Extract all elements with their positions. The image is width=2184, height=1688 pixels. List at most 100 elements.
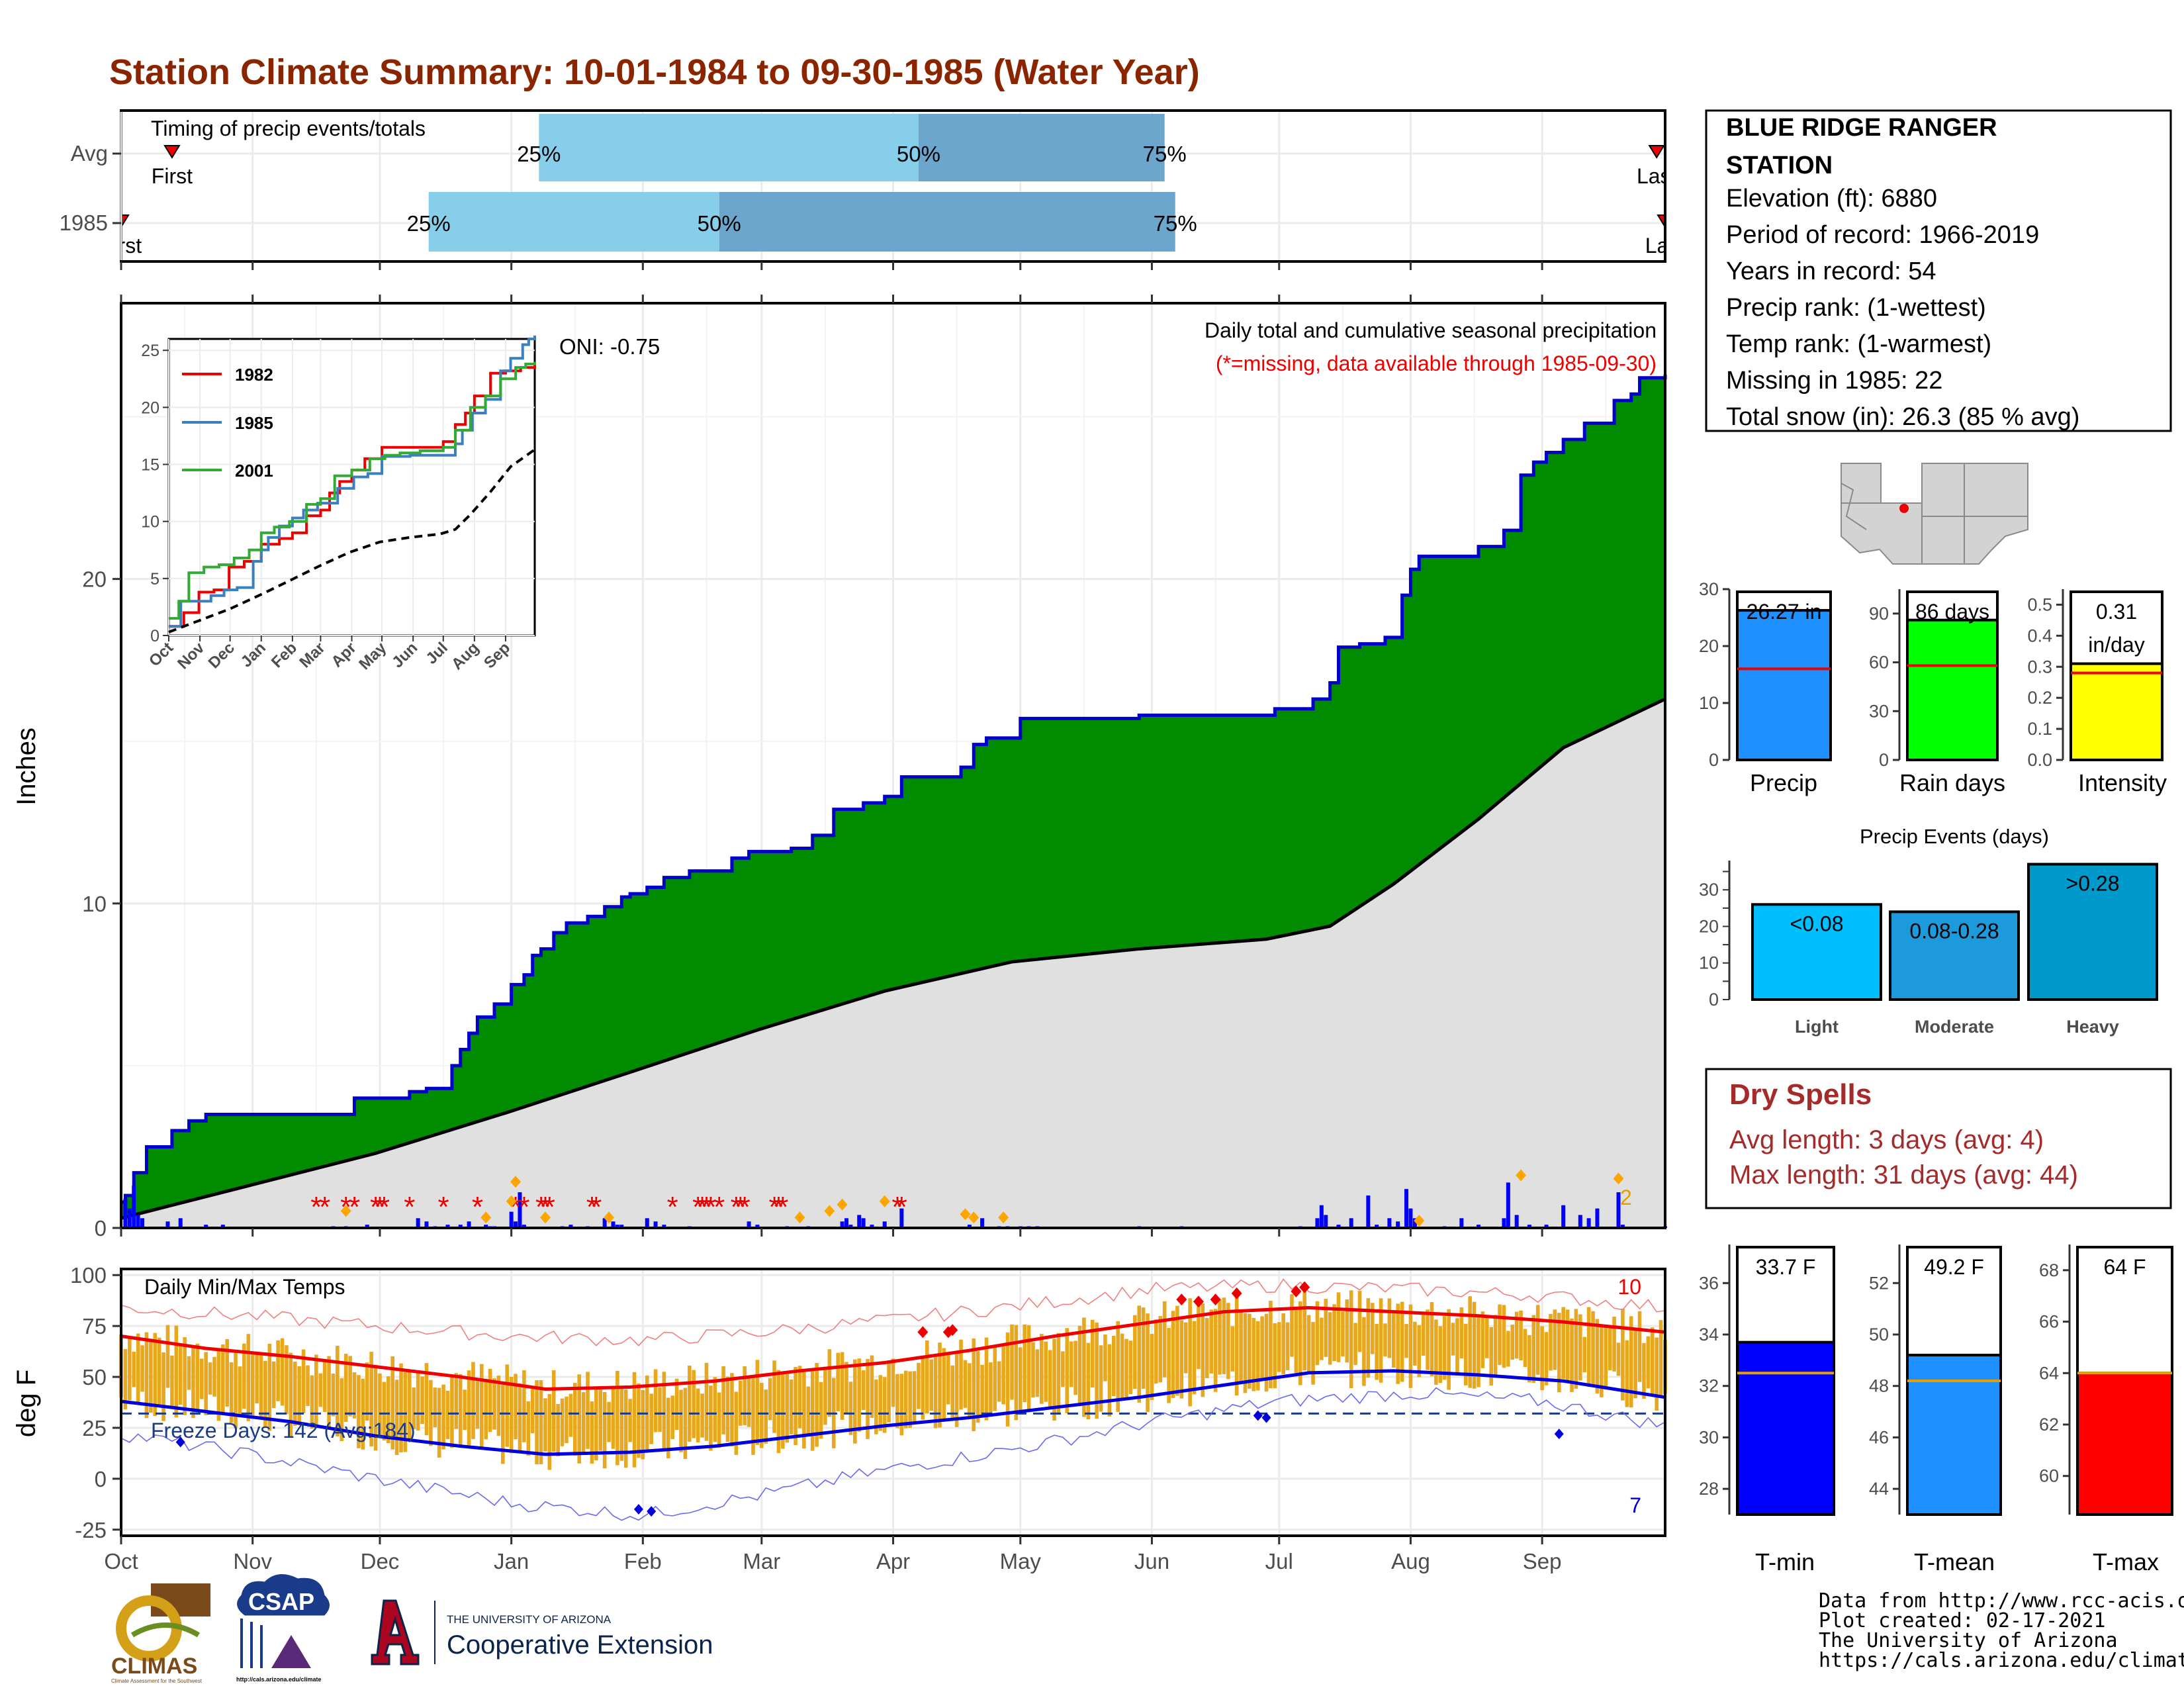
timing-pct-label: 25% [517,142,561,166]
daily-temp-bar [1197,1301,1201,1370]
events-cat-heavy: Heavy [2066,1017,2119,1037]
daily-temp-bar [866,1358,870,1439]
daily-temp-bar [789,1379,794,1434]
inset-y-tick-label: 0 [150,627,159,645]
tmeans-1-tick-label: 52 [1869,1273,1889,1293]
daily-temp-bar [408,1370,412,1442]
page-title: Station Climate Summary: 10-01-1984 to 0… [109,52,1200,92]
totals-1-tick-label: 90 [1869,604,1889,624]
daily-temp-bar [539,1380,543,1464]
legend-label-1985: 1985 [235,413,273,433]
daily-temp-bar [747,1377,751,1427]
daily-temp-bar [1591,1311,1595,1387]
daily-temp-bar [1434,1319,1438,1385]
daily-temp-bar [1341,1311,1345,1357]
daily-temp-bar [1315,1301,1320,1366]
daily-temp-bar [1023,1324,1026,1403]
daily-temp-bar [709,1385,713,1451]
daily-precip-bar [1578,1215,1582,1228]
daily-precip-bar [602,1218,607,1228]
timing-row-avg-label: Avg [71,141,108,165]
daily-temp-bar [484,1378,488,1440]
daily-temp-bar [1248,1313,1251,1389]
daily-temp-bar [938,1342,942,1428]
daily-temp-bar [1201,1303,1205,1397]
daily-temp-bar [797,1366,802,1429]
daily-precip-bar [1595,1208,1600,1228]
daily-temp-bar [679,1389,683,1452]
daily-temp-bar [984,1337,989,1421]
missing-day-marker: * [713,1191,725,1223]
record-high-marker [1299,1281,1310,1293]
daily-temp-bar [700,1393,704,1438]
missing-day-marker: * [705,1191,716,1223]
daily-precip-bar [1514,1215,1519,1228]
daily-temp-bar [365,1362,369,1421]
temp-y-tick-label: 50 [82,1365,107,1389]
tmeans-cat-tmin: T-min [1755,1548,1815,1575]
daily-temp-bar [637,1383,641,1458]
events-bar-1 [1889,910,2020,1001]
daily-temp-bar [496,1376,501,1436]
missing-day-marker: * [379,1191,390,1223]
temp-y-tick-label: -25 [75,1518,107,1542]
daily-temp-bar [433,1387,437,1428]
daily-temp-bar [140,1345,144,1392]
daily-temp-bar [526,1401,531,1456]
daily-temp-bar [378,1373,382,1435]
daily-temp-bar [441,1384,445,1450]
daily-temp-bar [1582,1336,1587,1373]
daily-temp-bar [530,1386,535,1434]
daily-temp-bar [1498,1304,1502,1365]
snow-marker [539,1211,551,1224]
daily-temp-bar [1086,1342,1091,1420]
timing-pct-label: 50% [698,211,741,236]
daily-temp-bar [267,1343,272,1431]
daily-temp-bar [1370,1303,1375,1354]
tmeans-2-tick-label: 68 [2039,1260,2059,1280]
snow-marker [1414,1215,1425,1227]
daily-temp-bar [1298,1301,1302,1385]
totals-cat-precip: Precip [1750,769,1817,796]
csap-cloud-icon [237,1574,330,1616]
daily-temp-bar [1234,1291,1239,1396]
daily-temp-bar [183,1337,187,1415]
daily-temp-bar [628,1399,632,1442]
daily-temp-bar [649,1393,653,1444]
daily-precip-bar [840,1221,844,1228]
daily-temp-bar [1048,1350,1052,1409]
tmeans-1-tick-label: 50 [1869,1325,1889,1344]
month-label: Oct [104,1549,138,1573]
daily-temp-bar [1077,1325,1082,1407]
record-high-marker [1210,1293,1221,1306]
events-tick-label: 0 [1709,990,1719,1009]
daily-temp-bar [1600,1326,1604,1397]
daily-temp-bar [297,1366,301,1426]
daily-precip-bar [518,1192,522,1228]
missing-day-marker: * [777,1191,788,1223]
daily-precip-bar [1408,1208,1413,1228]
daily-temp-bar [318,1373,323,1407]
daily-temp-bar [1451,1323,1455,1356]
daily-temp-bar [1281,1313,1285,1375]
month-label: Sep [1523,1549,1562,1573]
timing-first-marker [163,145,181,159]
daily-temp-bar [577,1374,582,1464]
daily-temp-bar [437,1387,441,1458]
events-bar-2 [2027,863,2158,1002]
station-precip-rank: Precip rank: (1-wettest) [1726,294,1986,322]
record-low-marker [1554,1429,1564,1440]
totals-2-value-label: 0.31 [2096,600,2137,624]
daily-temp-bar [632,1372,637,1468]
daily-temp-bar [1031,1342,1035,1398]
record-max-line [120,1278,1666,1346]
daily-temp-bar [572,1383,577,1456]
daily-temp-bar [1544,1332,1549,1385]
daily-temp-bar [348,1356,352,1417]
daily-temp-bar [1073,1340,1077,1395]
month-label: Nov [233,1549,272,1573]
daily-temp-bar [340,1378,344,1442]
totals-2-tick-label: 0.0 [2027,750,2052,770]
dry-spells-panel: Dry Spells Avg length: 3 days (avg: 4) M… [1705,1068,2172,1209]
timing-first-label: First [152,164,193,188]
